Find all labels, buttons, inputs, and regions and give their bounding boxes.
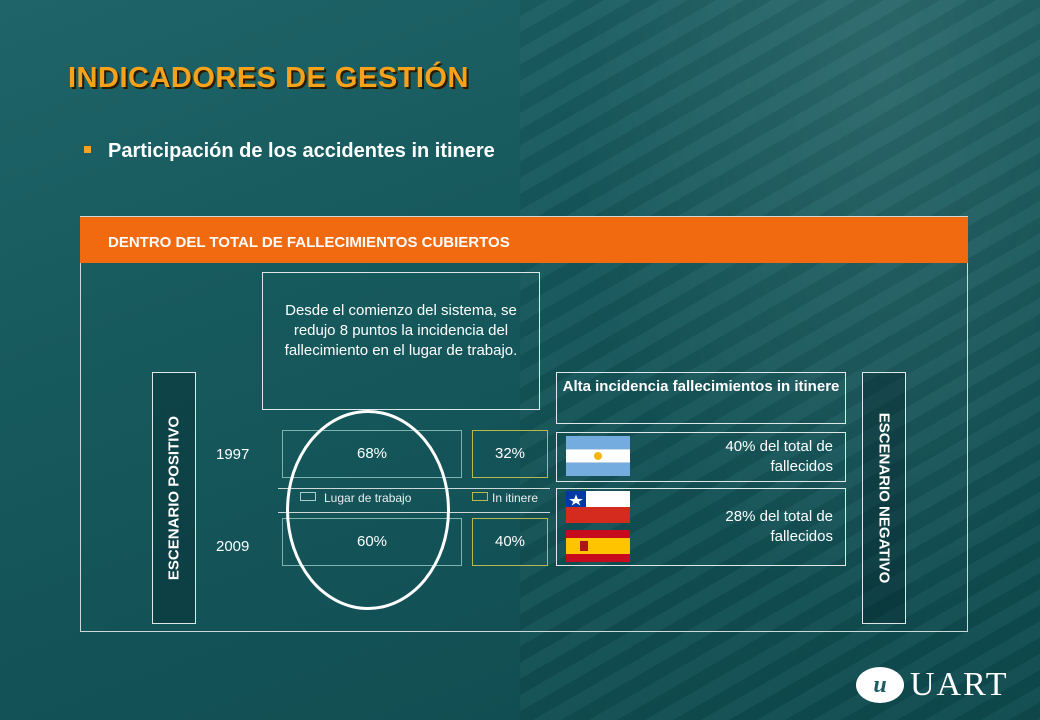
slide-subtitle: Participación de los accidentes in itine… xyxy=(108,140,495,162)
negative-scenario-box: ESCENARIO NEGATIVO xyxy=(862,372,906,624)
stat-box: 40% del total de fallecidos xyxy=(556,432,846,482)
itinere-value-1997: 32% xyxy=(472,430,548,478)
spain-flag-icon xyxy=(566,530,630,562)
argentina-flag-icon xyxy=(566,436,630,476)
uart-logo-mark-text: u xyxy=(873,672,887,698)
uart-logo: u UART xyxy=(856,666,1009,704)
stat-box: 28% del total de fallecidos xyxy=(556,488,846,566)
bullet-square-icon xyxy=(84,146,91,153)
itinere-legend-label: In itinere xyxy=(492,491,539,505)
uart-logo-text: UART xyxy=(910,666,1009,703)
itinere-legend-swatch xyxy=(472,492,488,501)
stat-text: 28% del total de fallecidos xyxy=(725,508,833,545)
itinere-value-2009: 40% xyxy=(472,518,548,566)
slide-title: INDICADORES DE GESTIÓN xyxy=(68,62,469,94)
uart-logo-mark: u xyxy=(856,667,904,703)
highlight-circle xyxy=(286,410,450,610)
negative-heading: Alta incidencia fallecimientos in itiner… xyxy=(556,372,846,424)
stat-text: 40% del total de fallecidos xyxy=(725,438,833,475)
positive-scenario-box: ESCENARIO POSITIVO xyxy=(152,372,196,624)
negative-scenario-label: ESCENARIO NEGATIVO xyxy=(875,412,893,584)
reduction-note: Desde el comienzo del sistema, se redujo… xyxy=(262,272,540,410)
content-panel xyxy=(80,216,968,632)
panel-header-text: DENTRO DEL TOTAL DE FALLECIMIENTOS CUBIE… xyxy=(108,234,510,251)
year-label: 1997 xyxy=(216,446,250,463)
chile-flag-icon xyxy=(566,491,630,523)
panel-header-bar xyxy=(80,217,968,263)
positive-scenario-label: ESCENARIO POSITIVO xyxy=(165,415,183,581)
year-label: 2009 xyxy=(216,538,250,555)
background-photo xyxy=(520,0,1040,720)
